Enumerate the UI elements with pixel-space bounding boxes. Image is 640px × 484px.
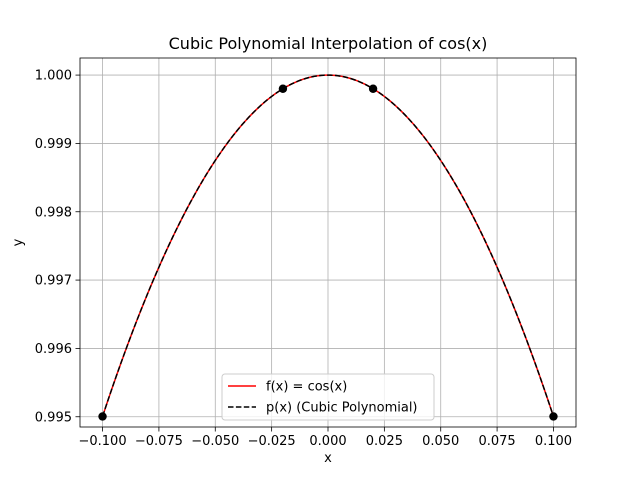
x-tick-label: 0.050	[422, 434, 459, 449]
interpolation-point	[278, 84, 288, 93]
legend-box	[221, 373, 435, 421]
legend: f(x) = cos(x) p(x) (Cubic Polynomial)	[221, 373, 435, 421]
x-axis-label: x	[324, 451, 332, 466]
y-tick-label: 0.999	[35, 137, 72, 152]
y-tick-label: 1.000	[35, 69, 72, 84]
x-tick-label: 0.025	[366, 434, 403, 449]
interpolation-point	[98, 412, 107, 421]
x-tick-label: 0.075	[478, 434, 515, 449]
interpolation-point	[549, 412, 558, 421]
axis-ticks: −0.100 −0.075 −0.050 −0.025 0.000 0.025 0.050 0…	[35, 69, 572, 449]
x-tick-label: −0.025	[248, 434, 296, 449]
chart-title: Cubic Polynomial Interpolation of cos(x)	[169, 34, 488, 53]
y-tick-label: 0.996	[35, 342, 72, 357]
y-axis-label: y	[11, 238, 26, 246]
curves	[101, 74, 555, 417]
x-tick-label: −0.050	[191, 434, 239, 449]
interpolation-point	[368, 84, 378, 93]
series-line-polynomial	[101, 74, 555, 417]
data-points	[98, 84, 558, 421]
x-tick-label: −0.075	[135, 434, 183, 449]
x-tick-label: −0.100	[78, 434, 126, 449]
x-tick-label: 0.000	[309, 434, 346, 449]
legend-label-polynomial: p(x) (Cubic Polynomial)	[266, 401, 418, 416]
y-tick-label: 0.995	[35, 410, 72, 425]
y-tick-label: 0.997	[35, 274, 72, 289]
y-tick-label: 0.998	[35, 205, 72, 220]
legend-label-cos: f(x) = cos(x)	[266, 380, 347, 395]
x-tick-label: 0.100	[535, 434, 572, 449]
